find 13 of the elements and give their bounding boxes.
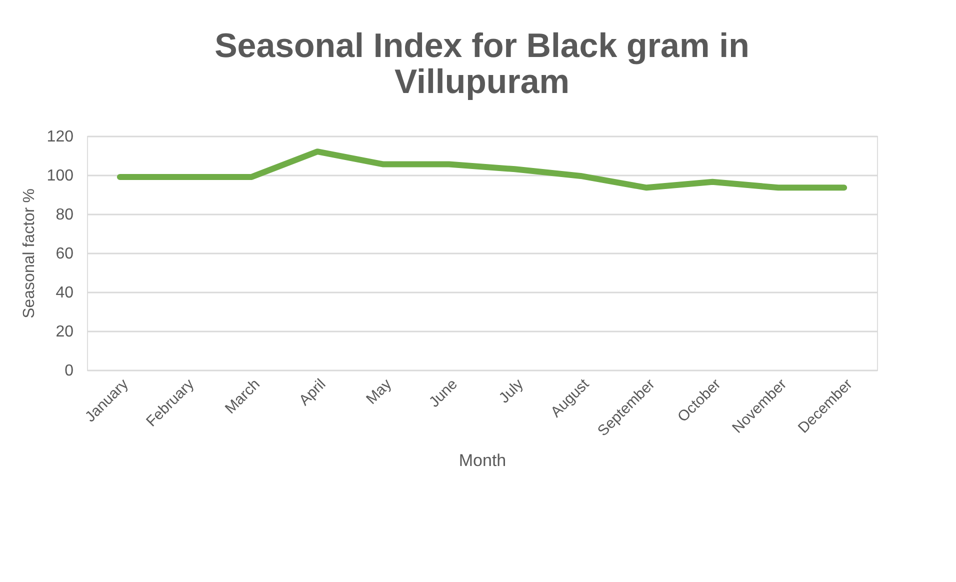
y-tick-label: 20 (56, 324, 74, 340)
y-tick-label: 80 (56, 206, 74, 224)
x-tick-label: July (496, 375, 528, 407)
y-axis-title: Seasonal factor % (20, 188, 38, 318)
x-axis-title: Month (458, 450, 506, 470)
y-tick-label: 40 (56, 284, 74, 302)
x-tick-label: May (363, 375, 396, 408)
y-tick-label: 0 (64, 362, 74, 380)
y-tick-label: 100 (46, 168, 74, 184)
y-tick-label: 120 (46, 128, 74, 146)
y-tick-label: 60 (56, 246, 74, 262)
text: Villupuram (394, 63, 570, 101)
text: Seasonal Index for Black gram in (214, 27, 750, 65)
